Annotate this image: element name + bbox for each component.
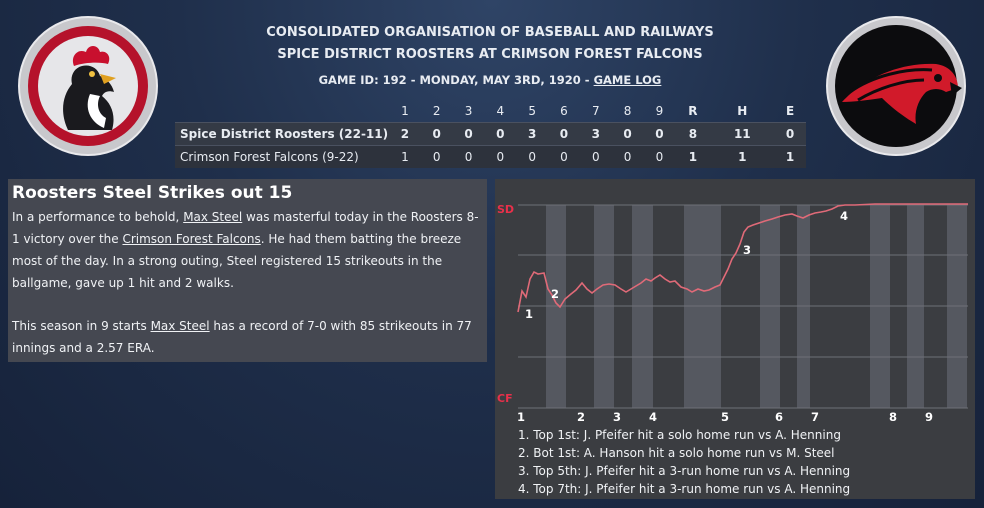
game-info: GAME ID: 192 - MONDAY, MAY 3RD, 1920 - G… [190,73,790,87]
home-team-axis-label: SD [497,203,515,216]
inning-tick-label: 9 [925,410,934,424]
scoring-events-list: 1. Top 1st: J. Pfeifer hit a solo home r… [518,426,850,498]
column-header: 5 [528,103,536,118]
inning-tick-label: 7 [811,410,820,424]
article-paragraph: In a performance to behold, Max Steel wa… [12,206,483,294]
score-cell: 0 [548,121,580,145]
team-name[interactable]: Crimson Forest Falcons (9-22) [175,144,389,168]
linescore-header-row: 1 2 3 4 5 6 7 8 9 R H E [175,100,806,122]
score-cell: 0 [452,121,485,145]
win-probability-line [517,203,968,313]
text-span: This season in 9 starts [12,319,151,333]
score-cell: 0 [548,144,580,168]
column-header: 8 [623,103,632,118]
score-cell: 0 [579,144,612,168]
inning-tick-label: 1 [517,410,526,424]
inning-tick-label: 8 [889,410,898,424]
column-header: 1 [401,103,409,118]
score-cell: 0 [452,144,485,168]
home-team-logo [18,16,158,156]
player-link-max-steel[interactable]: Max Steel [183,210,243,224]
linescore-row-falcons: Crimson Forest Falcons (9-22) 1 0 0 0 0 … [175,144,806,168]
game-recap-article: Roosters Steel Strikes out 15 In a perfo… [8,179,487,362]
inning-tick-label: 5 [721,410,730,424]
score-cell: 0 [420,144,453,168]
team-column-header [175,100,389,122]
event-marker: 3 [743,243,752,257]
score-cell: 1 [389,144,421,168]
article-paragraph: This season in 9 starts Max Steel has a … [12,315,483,359]
text-span: was masterful today in the Roosters 8-1 … [12,210,479,246]
score-cell: 0 [611,121,644,145]
game-id-date: GAME ID: 192 - MONDAY, MAY 3RD, 1920 - [318,73,594,87]
score-cell: 0 [643,144,676,168]
text-span: has a record of 7-0 with 85 strikeouts i… [12,319,472,355]
column-header: 2 [432,103,441,118]
column-header: E [785,103,795,118]
team-name[interactable]: Spice District Roosters (22-11) [175,121,389,145]
score-cell: 0 [420,121,453,145]
column-header: 3 [464,103,473,118]
errors-cell: 0 [774,121,806,145]
column-header: H [737,103,748,118]
linescore-table: 1 2 3 4 5 6 7 8 9 R H E Spice District R… [175,100,806,168]
column-header: 4 [496,103,505,118]
score-cell: 0 [643,121,676,145]
win-probability-panel: SD CF 1 2 3 4 1 2 3 4 5 6 7 8 9 1. Top 1… [495,179,975,499]
hits-cell: 1 [710,144,775,168]
inning-tick-label: 3 [613,410,622,424]
list-item: 3. Top 5th: J. Pfeifer hit a 3-run home … [518,464,851,478]
linescore-row-roosters: Spice District Roosters (22-11) 2 0 0 0 … [175,121,806,145]
league-title: CONSOLIDATED ORGANISATION OF BASEBALL AN… [266,25,714,40]
score-cell: 3 [516,121,549,145]
score-cell: 0 [484,121,517,145]
player-link-max-steel[interactable]: Max Steel [150,319,210,333]
score-cell: 3 [579,121,612,145]
event-marker: 2 [551,287,560,301]
list-item: 2. Bot 1st: A. Hanson hit a solo home ru… [518,446,835,460]
text-span: . He had them batting the breeze most of… [12,232,462,290]
inning-tick-label: 2 [577,410,586,424]
falcon-icon [842,63,962,124]
inning-tick-label: 6 [775,410,784,424]
text-span: In a performance to behold, [12,210,184,224]
article-headline: Roosters Steel Strikes out 15 [12,183,293,203]
score-cell: 2 [389,121,421,145]
inning-tick-label: 4 [649,410,658,424]
rooster-icon [63,46,116,130]
column-header: 6 [560,103,568,118]
errors-cell: 1 [774,144,806,168]
away-team-axis-label: CF [497,392,513,405]
column-header: 7 [591,103,600,118]
away-team-logo [826,16,966,156]
score-cell: 0 [484,144,517,168]
win-probability-chart [517,203,968,409]
runs-cell: 8 [675,121,711,145]
hits-cell: 11 [710,121,775,145]
runs-cell: 1 [675,144,711,168]
event-marker: 1 [525,307,534,321]
game-log-link[interactable]: GAME LOG [593,73,662,87]
score-cell: 0 [516,144,549,168]
event-marker: 4 [840,209,849,223]
score-cell: 0 [611,144,644,168]
list-item: 4. Top 7th: J. Pfeifer hit a 3-run home … [518,482,851,496]
column-header: R [688,103,698,118]
column-header: 9 [655,103,664,118]
list-item: 1. Top 1st: J. Pfeifer hit a solo home r… [518,428,841,442]
matchup-title: SPICE DISTRICT ROOSTERS AT CRIMSON FORES… [277,47,703,62]
team-link-falcons[interactable]: Crimson Forest Falcons [122,232,261,246]
